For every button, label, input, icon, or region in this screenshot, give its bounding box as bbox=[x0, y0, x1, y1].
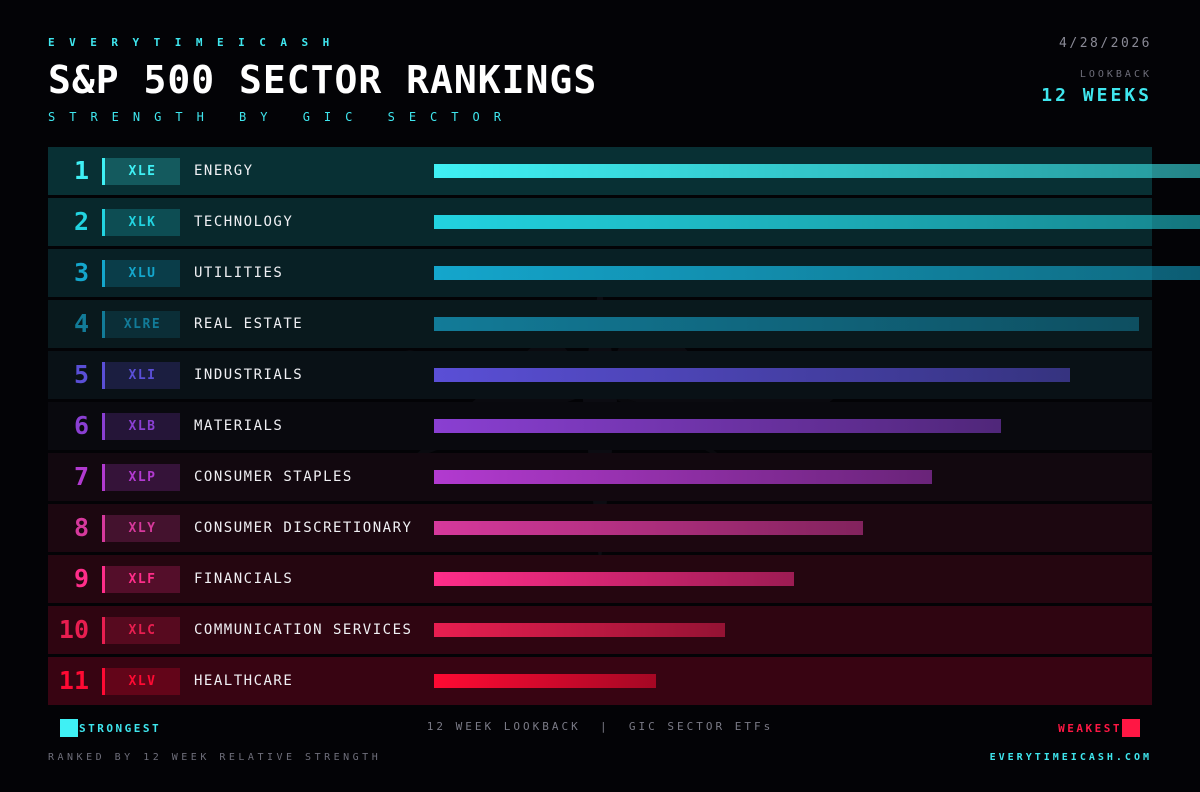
ticker-accent bbox=[102, 668, 105, 695]
ticker-badge: XLY bbox=[105, 515, 180, 542]
ticker-accent bbox=[102, 362, 105, 389]
rank-number: 9 bbox=[73, 564, 89, 593]
sector-row: 2 XLK TECHNOLOGY bbox=[48, 198, 1200, 246]
sector-row: 9 XLF FINANCIALS bbox=[48, 555, 1152, 603]
sector-name: UTILITIES bbox=[194, 265, 284, 281]
rank-number: 2 bbox=[73, 207, 89, 236]
sector-row: 5 XLI INDUSTRIALS bbox=[48, 351, 1152, 399]
strength-bar bbox=[434, 215, 1200, 229]
legend-weakest: WEAKEST bbox=[1058, 722, 1122, 735]
sector-name: HEALTHCARE bbox=[194, 673, 294, 689]
rank-number: 7 bbox=[73, 462, 89, 491]
ticker-accent bbox=[102, 260, 105, 287]
sector-row: 3 XLU UTILITIES bbox=[48, 249, 1200, 297]
ticker-accent bbox=[102, 311, 105, 338]
sector-name: REAL ESTATE bbox=[194, 316, 304, 332]
page-subtitle: STRENGTH BY GIC SECTOR bbox=[48, 110, 515, 124]
ranking-footnote: RANKED BY 12 WEEK RELATIVE STRENGTH bbox=[48, 752, 382, 763]
rank-number: 8 bbox=[73, 513, 89, 542]
strength-bar bbox=[434, 572, 794, 586]
sector-row: 1 XLE ENERGY bbox=[48, 147, 1200, 195]
rank-number: 3 bbox=[73, 258, 89, 287]
sector-name: CONSUMER STAPLES bbox=[194, 469, 353, 485]
strength-bar bbox=[434, 368, 1070, 382]
ticker-badge: XLK bbox=[105, 209, 180, 236]
lookback-label: LOOKBACK bbox=[1079, 69, 1152, 80]
sector-name: FINANCIALS bbox=[194, 571, 294, 587]
report-date: 4/28/2026 bbox=[1059, 36, 1152, 51]
brand-name: EVERYTIMEICASH bbox=[48, 36, 344, 49]
ticker-accent bbox=[102, 413, 105, 440]
ticker-badge: XLF bbox=[105, 566, 180, 593]
ticker-badge: XLP bbox=[105, 464, 180, 491]
strongest-swatch bbox=[60, 719, 78, 737]
ticker-badge: XLE bbox=[105, 158, 180, 185]
sector-name: TECHNOLOGY bbox=[194, 214, 294, 230]
ticker-accent bbox=[102, 566, 105, 593]
sector-row: 6 XLB MATERIALS bbox=[48, 402, 1152, 450]
legend-strongest: STRONGEST bbox=[79, 722, 162, 735]
rank-number: 6 bbox=[73, 411, 89, 440]
rank-number: 5 bbox=[73, 360, 89, 389]
page-title: S&P 500 SECTOR RANKINGS bbox=[48, 58, 598, 102]
ticker-badge: XLU bbox=[105, 260, 180, 287]
sector-row: 11 XLV HEALTHCARE bbox=[48, 657, 1152, 705]
sector-name: INDUSTRIALS bbox=[194, 367, 304, 383]
strength-bar bbox=[434, 674, 656, 688]
strength-bar bbox=[434, 623, 725, 637]
sector-row: 4 XLRE REAL ESTATE bbox=[48, 300, 1152, 348]
sector-row: 8 XLY CONSUMER DISCRETIONARY bbox=[48, 504, 1152, 552]
ticker-badge: XLV bbox=[105, 668, 180, 695]
sector-name: CONSUMER DISCRETIONARY bbox=[194, 520, 413, 536]
ticker-badge: XLI bbox=[105, 362, 180, 389]
ticker-badge: XLC bbox=[105, 617, 180, 644]
ticker-accent bbox=[102, 515, 105, 542]
ticker-accent bbox=[102, 209, 105, 236]
strength-bar bbox=[434, 419, 1001, 433]
rank-number: 4 bbox=[73, 309, 89, 338]
ticker-accent bbox=[102, 158, 105, 185]
sector-name: MATERIALS bbox=[194, 418, 284, 434]
strength-bar bbox=[434, 470, 932, 484]
strength-bar bbox=[434, 317, 1139, 331]
weakest-swatch bbox=[1122, 719, 1140, 737]
ticker-accent bbox=[102, 464, 105, 491]
ticker-accent bbox=[102, 617, 105, 644]
legend-caption: 12 WEEK LOOKBACK | GIC SECTOR ETFs bbox=[426, 720, 774, 733]
ticker-badge: XLB bbox=[105, 413, 180, 440]
rank-number: 10 bbox=[58, 615, 89, 644]
sector-ranking-chart: 1 XLE ENERGY 2 XLK TECHNOLOGY 3 XLU UTILITIES 4 XL… bbox=[48, 147, 1200, 708]
sector-row: 7 XLP CONSUMER STAPLES bbox=[48, 453, 1152, 501]
sector-name: COMMUNICATION SERVICES bbox=[194, 622, 413, 638]
strength-bar bbox=[434, 266, 1200, 280]
strength-bar bbox=[434, 521, 863, 535]
site-link[interactable]: EVERYTIMEICASH.COM bbox=[989, 752, 1152, 763]
rank-number: 11 bbox=[58, 666, 89, 695]
strength-bar bbox=[434, 164, 1200, 178]
lookback-value: 12 WEEKS bbox=[1041, 85, 1152, 106]
sector-name: ENERGY bbox=[194, 163, 254, 179]
ticker-badge: XLRE bbox=[105, 311, 180, 338]
sector-row: 10 XLC COMMUNICATION SERVICES bbox=[48, 606, 1152, 654]
rank-number: 1 bbox=[73, 156, 89, 185]
